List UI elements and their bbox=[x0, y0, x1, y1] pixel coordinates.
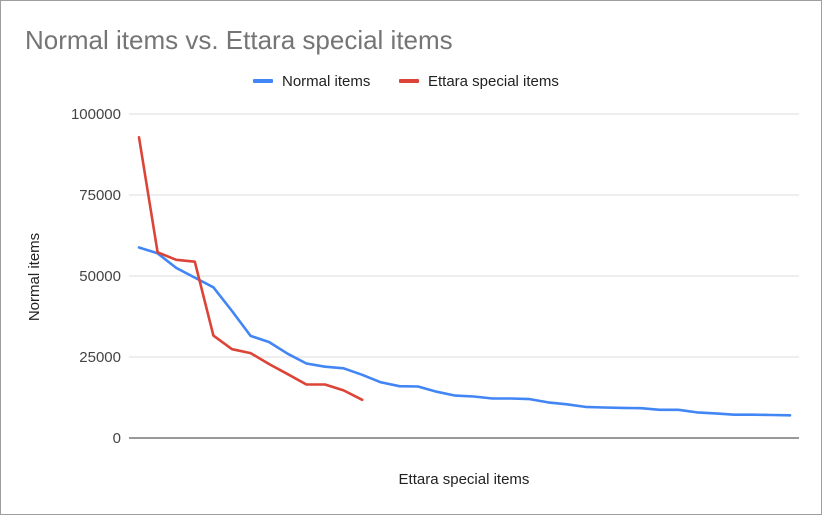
series-line-normal-items[interactable] bbox=[137, 246, 792, 417]
chart-legend: Normal items Ettara special items bbox=[1, 71, 822, 91]
gridlines bbox=[129, 113, 799, 439]
legend-swatch-ettara-special-items bbox=[399, 79, 419, 83]
x-axis-title: Ettara special items bbox=[399, 471, 530, 488]
legend-label-ettara-special-items: Ettara special items bbox=[428, 72, 559, 90]
y-tick-label: 25000 bbox=[79, 349, 121, 366]
chart-title: Normal items vs. Ettara special items bbox=[25, 25, 453, 55]
y-axis-ticks: 0 25000 50000 75000 100000 bbox=[71, 106, 121, 447]
legend-label-normal-items: Normal items bbox=[282, 72, 371, 90]
y-tick-label: 100000 bbox=[71, 106, 121, 123]
legend-item-normal-items[interactable]: Normal items bbox=[253, 71, 370, 91]
y-tick-label: 75000 bbox=[79, 187, 121, 204]
legend-item-ettara-special-items[interactable]: Ettara special items bbox=[399, 71, 559, 91]
y-tick-label: 0 bbox=[113, 430, 121, 447]
series-line-ettara-special-items[interactable] bbox=[137, 136, 364, 402]
series-lines bbox=[137, 136, 792, 417]
y-axis-title: Normal items bbox=[26, 233, 43, 321]
y-tick-label: 50000 bbox=[79, 268, 121, 285]
legend-swatch-normal-items bbox=[253, 79, 273, 83]
